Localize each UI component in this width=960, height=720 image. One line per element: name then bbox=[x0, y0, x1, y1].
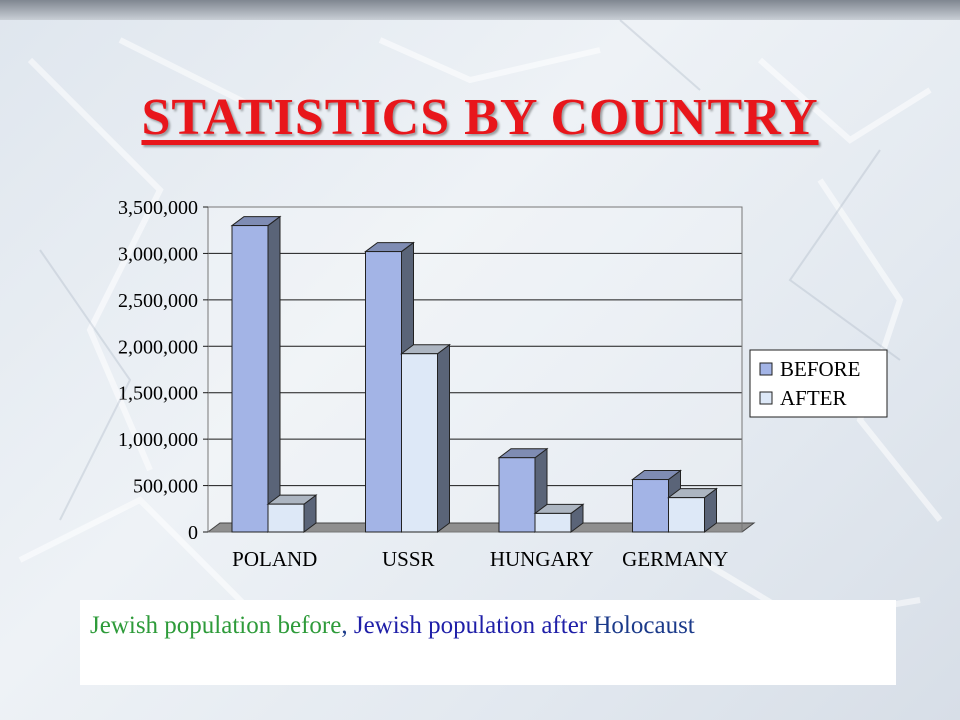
caption-holocaust: Holocaust bbox=[587, 612, 695, 639]
bar-before-poland bbox=[230, 215, 282, 533]
legend-label: AFTER bbox=[780, 386, 847, 410]
bar-front bbox=[231, 225, 269, 533]
bar-front bbox=[668, 497, 705, 533]
legend-label: BEFORE bbox=[780, 357, 861, 381]
legend: BEFORE AFTER bbox=[749, 349, 888, 418]
bar-front bbox=[401, 353, 438, 533]
legend-swatch bbox=[759, 362, 773, 376]
y-tick-label: 3,000,000 bbox=[118, 243, 198, 265]
bar-after-poland bbox=[266, 494, 318, 533]
caption-before: Jewish population before bbox=[90, 612, 342, 639]
bar-side bbox=[267, 215, 281, 533]
bar-after-ussr bbox=[400, 343, 451, 533]
bar-front bbox=[534, 512, 572, 533]
slide-title: STATISTICS BY COUNTRY bbox=[141, 89, 819, 146]
legend-swatch bbox=[759, 391, 773, 405]
y-axis-ticks: 3,500,000 3,000,000 2,500,000 2,000,000 1,50… bbox=[118, 197, 208, 544]
x-axis-labels: POLAND USSR HUNGARY GERMANY bbox=[232, 547, 728, 571]
bar-chart: 3,500,000 3,000,000 2,500,000 2,000,000 1,50… bbox=[118, 197, 888, 571]
bar-front bbox=[365, 251, 402, 533]
bar-front bbox=[267, 503, 305, 533]
caption-after: Jewish population after bbox=[353, 612, 588, 639]
bar-front bbox=[632, 479, 669, 533]
y-tick-label: 500,000 bbox=[133, 476, 198, 498]
y-tick-label: 3,500,000 bbox=[118, 197, 198, 219]
gridlines bbox=[207, 206, 743, 533]
bar-side bbox=[437, 343, 450, 533]
x-category-label: USSR bbox=[382, 547, 435, 571]
bar-front bbox=[498, 457, 536, 533]
bars bbox=[230, 215, 718, 533]
caption: Jewish population before, Jewish populat… bbox=[90, 612, 695, 640]
y-tick-label: 1,000,000 bbox=[118, 429, 198, 451]
bar-after-hungary bbox=[533, 503, 585, 533]
plot-border bbox=[207, 206, 743, 533]
top-bar bbox=[0, 0, 960, 20]
y-tick-label: 1,500,000 bbox=[118, 383, 198, 405]
x-category-label: GERMANY bbox=[622, 547, 728, 571]
legend-box bbox=[749, 349, 888, 418]
bar-after-germany bbox=[667, 487, 718, 533]
x-category-label: HUNGARY bbox=[490, 547, 594, 571]
caption-comma: , bbox=[341, 612, 354, 639]
x-category-label: POLAND bbox=[232, 547, 317, 571]
y-tick-label: 2,000,000 bbox=[118, 336, 198, 358]
y-tick-label: 0 bbox=[188, 522, 198, 544]
caption-box: Jewish population before, Jewish populat… bbox=[80, 600, 896, 685]
y-tick-label: 2,500,000 bbox=[118, 290, 198, 312]
